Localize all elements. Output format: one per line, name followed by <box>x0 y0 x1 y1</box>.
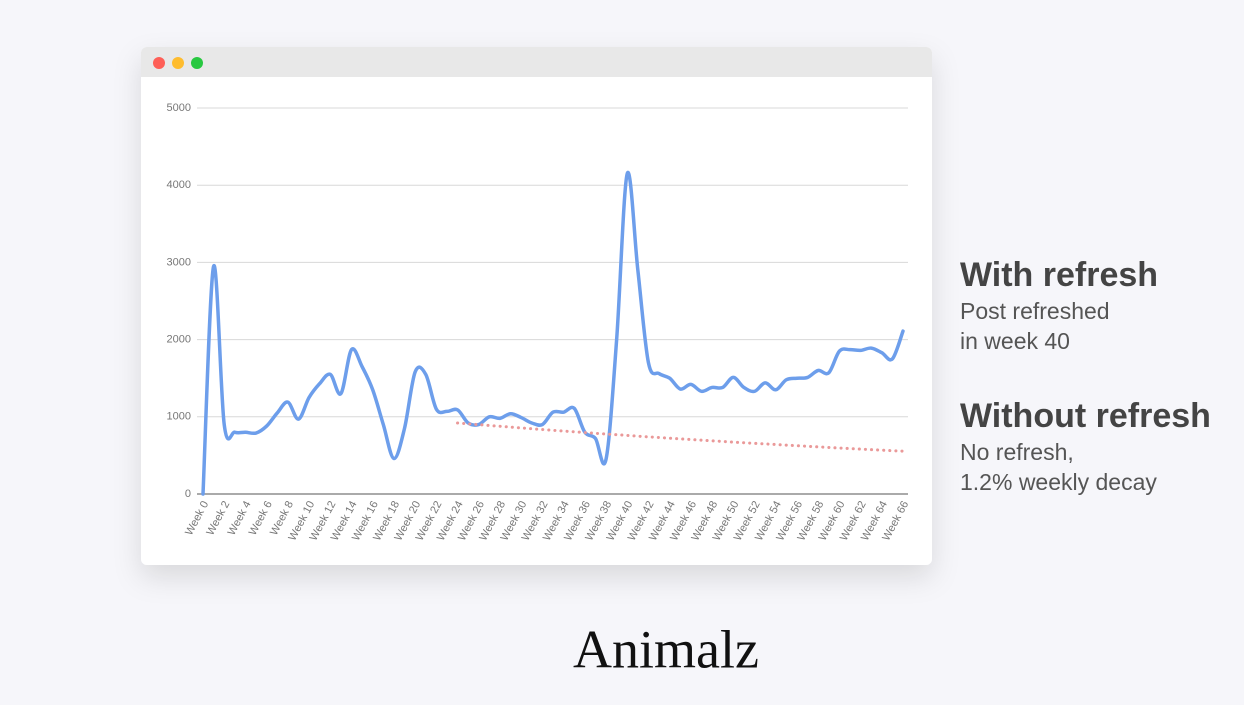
legend-title: With refresh <box>960 256 1158 294</box>
series-line <box>201 170 905 496</box>
y-tick-label: 2000 <box>167 334 191 346</box>
window <box>141 47 932 565</box>
legend-title: Without refresh <box>960 397 1211 435</box>
y-tick-label: 1000 <box>167 411 191 423</box>
window-frame <box>141 47 932 565</box>
series-line <box>456 421 905 453</box>
legend-description: 1.2% weekly decay <box>960 469 1157 495</box>
y-tick-label: 5000 <box>167 102 191 114</box>
maximize-button[interactable] <box>191 57 203 69</box>
y-tick-label: 3000 <box>167 256 191 268</box>
annotations: With refresh Post refreshed in week 40 With… <box>960 256 1211 495</box>
brand-logo: Animalz <box>573 619 759 679</box>
legend-description: No refresh, <box>960 439 1074 465</box>
minimize-button[interactable] <box>172 57 184 69</box>
y-tick-label: 0 <box>185 488 191 500</box>
legend-description: in week 40 <box>960 328 1070 354</box>
close-button[interactable] <box>153 57 165 69</box>
title-bar <box>141 47 932 77</box>
y-tick-label: 4000 <box>167 179 191 191</box>
legend-description: Post refreshed <box>960 298 1110 324</box>
